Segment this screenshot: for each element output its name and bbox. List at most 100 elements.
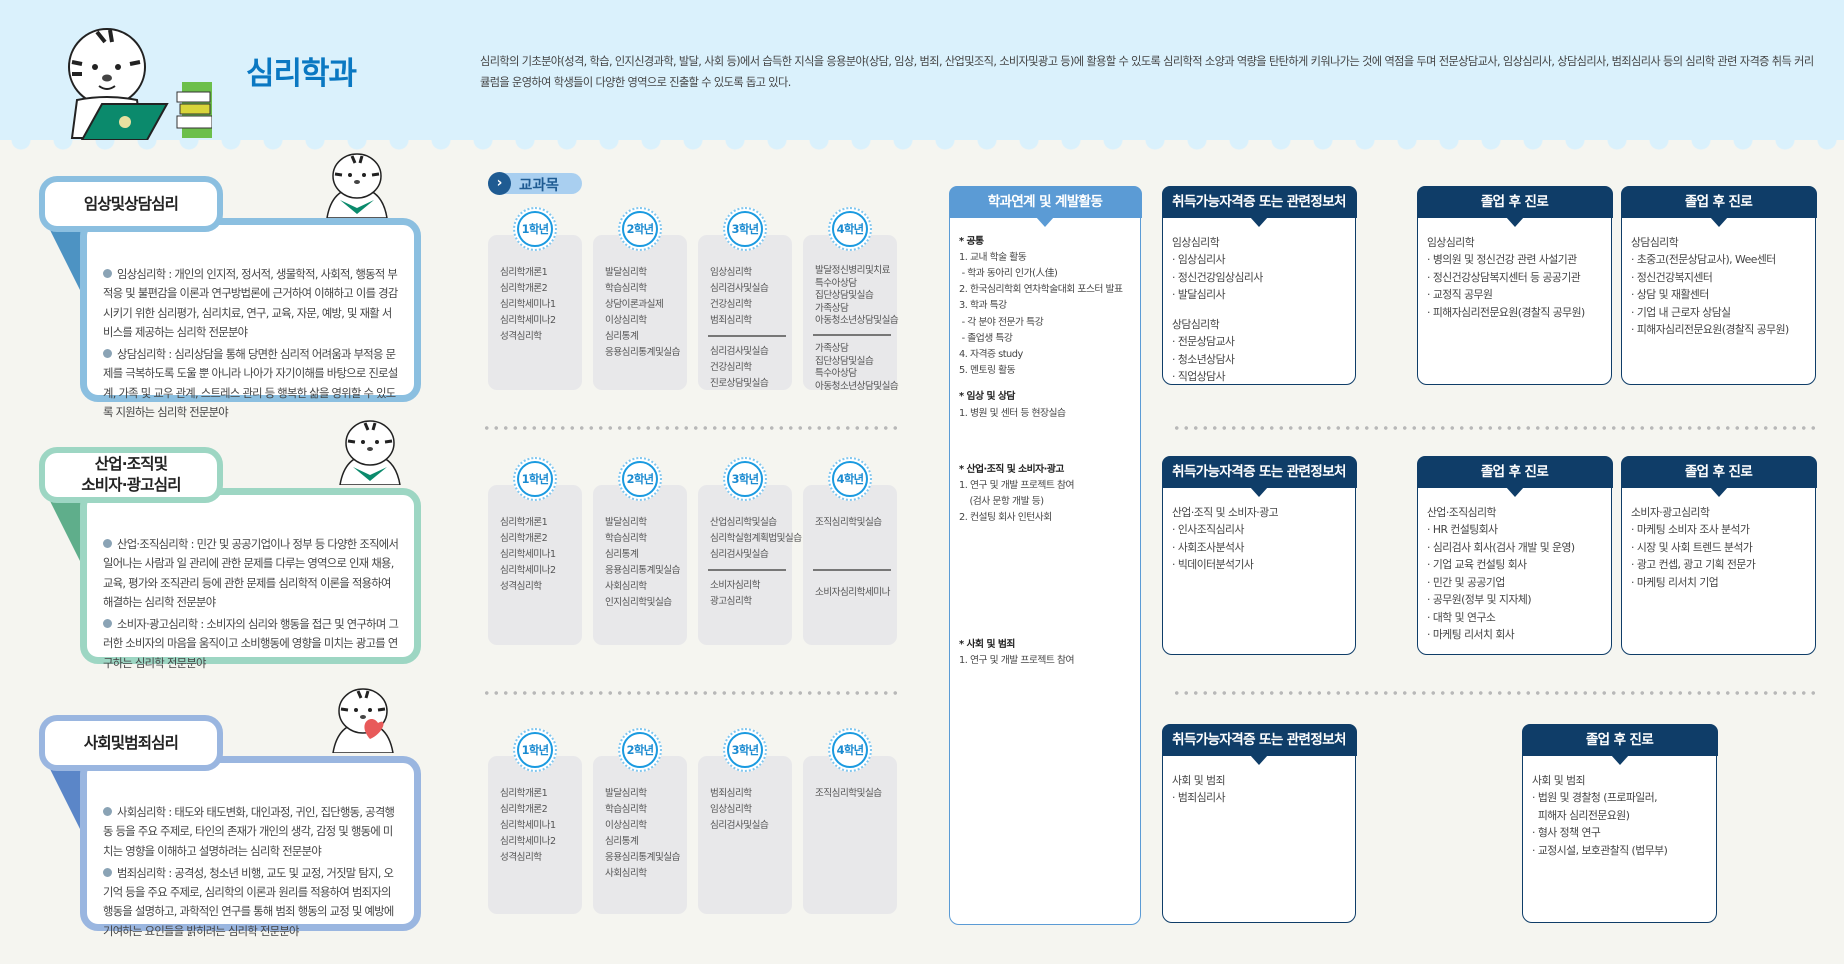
course-item: 가족상담 <box>815 342 849 354</box>
activity-line: (검사 문항 개발 등) <box>959 496 1044 508</box>
subjects-label: 교과목 <box>519 178 560 194</box>
year-course-box: 임상심리학 심리검사및실습 건강심리학 범죄심리학 심리검사및실습 건강심리학 진로상담및실… <box>698 235 792 390</box>
track-description-text: 사회심리학 : 태도와 태도변화, 대인과정, 귀인, 집단행동, 공격행동 등… <box>103 806 395 858</box>
course-item: 가족상담 <box>815 302 849 314</box>
course-item: 아동청소년상담및실습 <box>815 315 899 327</box>
activity-section-heading: * 사회 및 범죄 <box>959 638 1015 650</box>
year-badge: 1학년 <box>513 207 557 251</box>
activity-line: 2. 컨설팅 회사 인턴사회 <box>959 512 1052 524</box>
course-item: 조직심리학및실습 <box>815 788 882 799</box>
course-item: 심리학개론1 <box>500 267 548 278</box>
chevron-right-icon: › <box>488 172 511 195</box>
career-line: · 교정시설, 보호관찰직 (법무부) <box>1532 843 1668 857</box>
bullet-icon <box>103 807 112 816</box>
certificate-line <box>1172 304 1346 316</box>
track-description-box: 산업·조직심리학 : 민간 및 공공기업이나 정부 등 다양한 조직에서 일어나… <box>80 488 421 670</box>
course-item: 범죄심리학 <box>710 788 752 799</box>
career-title: 졸업 후 진로 <box>1416 185 1613 227</box>
career-content: 상담심리학 · 초중고(전문상담교사), Wee센터 · 정신건강복지센터 · 상담 … <box>1622 218 1815 339</box>
career-line: · 정신건강상담복지센터 등 공공기관 <box>1427 270 1581 284</box>
track-title: 임상및상담심리 <box>83 194 179 213</box>
year-badge: 3학년 <box>723 207 767 251</box>
course-item: 발달정신병리및치료 <box>815 265 890 276</box>
year-course-box: 발달심리학 학습심리학 상담이론과실제 이상심리학 심리통계 응용심리통계및실습 <box>593 235 687 390</box>
career-box: 졸업 후 진로 임상심리학 · 병의원 및 정신건강 관련 사설기관 · 정신건강상담… <box>1416 185 1613 385</box>
year-label: 4학년 <box>832 732 868 768</box>
course-item: 범죄심리학 <box>710 315 752 326</box>
career-line: · 기업 교육 컨설팅 회사 <box>1427 558 1527 571</box>
year-label: 2학년 <box>622 211 658 247</box>
year-label: 3학년 <box>727 461 763 497</box>
track-title: 산업·조직및 소비자·광고심리 <box>81 455 181 494</box>
career-title: 졸업 후 진로 <box>1521 723 1718 765</box>
certificate-line: · 정신건강임상심리사 <box>1172 270 1263 284</box>
career-box: 졸업 후 진로 상담심리학 · 초중고(전문상담교사), Wee센터 · 정신건강복지… <box>1620 185 1817 385</box>
course-item: 학습심리학 <box>605 283 647 294</box>
year-course-box: 발달심리학 학습심리학 심리통계 응용심리통계및실습 사회심리학 인지심리학및실습 <box>593 485 687 645</box>
year-badge: 1학년 <box>513 457 557 501</box>
activity-box: 학과연계 및 계발활동 * 공통 1. 교내 학술 활동 - 학과 동아리 인가(… <box>948 185 1142 925</box>
course-item: 발달심리학 <box>605 788 647 799</box>
bullet-icon <box>103 539 112 548</box>
track-description-box: 임상심리학 : 개인의 인지적, 정서적, 생물학적, 사회적, 행동적 부적응… <box>80 218 421 419</box>
certificate-line: · 인사조직심리사 <box>1172 523 1244 536</box>
course-item: 집단상담및실습 <box>815 290 874 302</box>
certificate-line: · 임상심리사 <box>1172 253 1226 266</box>
certificate-title: 취득가능자격증 또는 관련정보처 <box>1161 723 1357 765</box>
track-description-text: 소비자·광고심리학 : 소비자의 심리와 행동을 접근 및 연구하며 그러한 소… <box>103 618 399 670</box>
year-label: 4학년 <box>832 461 868 497</box>
career-line: · 민간 및 공공기업 <box>1427 575 1505 589</box>
course-item: 심리학개론1 <box>500 788 548 799</box>
tiger-pointing-icon <box>339 420 401 485</box>
course-item: 심리학세미나1 <box>500 299 556 310</box>
activity-section-heading: * 공통 <box>959 235 984 247</box>
career-line: · 교정직 공무원 <box>1427 288 1493 301</box>
year-badge: 4학년 <box>828 728 872 772</box>
career-line: · 피해자심리전문요원(경찰직 공무원) <box>1427 305 1585 319</box>
certificate-line: · 직업상담사 <box>1172 370 1226 383</box>
activity-section-heading: * 임상 및 상담 <box>959 391 1015 403</box>
tiger-mascot-laptop-illustration <box>68 28 212 140</box>
certificate-line: 상담심리학 <box>1172 317 1220 331</box>
course-item: 이상심리학 <box>605 820 647 831</box>
track-description-item: 소비자·광고심리학 : 소비자의 심리와 행동을 접근 및 연구하며 그러한 소… <box>103 615 400 673</box>
year-badge: 1학년 <box>513 728 557 772</box>
bullet-icon <box>103 867 112 877</box>
track-description-text: 임상심리학 : 개인의 인지적, 정서적, 생물학적, 사회적, 행동적 부적응… <box>103 268 398 339</box>
activity-line: 1. 연구 및 개발 프로젝트 참여 <box>959 654 1075 666</box>
year-course-box: 범죄심리학 임상심리학 심리검사및실습 <box>698 756 792 914</box>
tiger-thumbs-up-icon <box>326 153 388 218</box>
course-divider <box>708 335 786 337</box>
course-item: 심리학세미나2 <box>500 565 556 576</box>
year-course-box: 발달정신병리및치료 특수아상담 집단상담및실습 가족상담 아동청소년상담및실습 가족상담 집… <box>803 235 899 392</box>
course-divider <box>813 333 891 336</box>
certificate-line: 산업·조직 및 소비자·광고 <box>1172 505 1279 519</box>
year-course-box: 산업심리학및실습 심리학실험계획법및실습 심리검사및실습 소비자심리학 광고심리학 <box>698 485 802 645</box>
year-label: 3학년 <box>727 211 763 247</box>
track-description-item: 상담심리학 : 심리상담을 통해 당면한 심리적 어려움과 부적응 문제를 극복… <box>103 345 400 422</box>
course-item: 심리학개론1 <box>500 517 548 528</box>
course-item: 소비자심리학 <box>710 580 760 591</box>
certificate-content: 사회 및 범죄 · 범죄심리사 <box>1163 756 1355 807</box>
year-label: 1학년 <box>517 461 553 497</box>
course-divider <box>813 569 891 571</box>
career-line: · 정신건강복지센터 <box>1631 270 1713 284</box>
track-description-box: 사회심리학 : 태도와 태도변화, 대인과정, 귀인, 집단행동, 공격행동 등… <box>80 756 421 938</box>
career-line: · 초중고(전문상담교사), Wee센터 <box>1631 253 1776 266</box>
career-line: 상담심리학 <box>1631 235 1679 249</box>
career-content: 임상심리학 · 병의원 및 정신건강 관련 사설기관 · 정신건강상담복지센터 등 … <box>1418 218 1611 322</box>
career-line: · 마케팅 소비자 조사 분석가 <box>1631 523 1750 536</box>
course-item: 심리통계 <box>605 836 639 847</box>
activity-line: 4. 자격증 study <box>959 348 1023 360</box>
track-description-item: 범죄심리학 : 공격성, 청소년 비행, 교도 및 교정, 거짓말 탐지, 오기… <box>103 864 400 941</box>
career-line: · 상담 및 재활센터 <box>1631 288 1709 301</box>
career-line: · HR 컨설팅회사 <box>1427 523 1498 536</box>
course-item: 심리검사및실습 <box>710 283 769 294</box>
year-course-box: 심리학개론1 심리학개론2 심리학세미나1 심리학세미나2 성격심리학 <box>488 756 582 914</box>
course-item: 응용심리통계및실습 <box>605 852 680 863</box>
year-badge: 2학년 <box>618 207 662 251</box>
year-badge: 3학년 <box>723 457 767 501</box>
certificate-line: · 전문상담교사 <box>1172 335 1235 348</box>
track-title: 사회및범죄심리 <box>83 733 179 752</box>
course-item: 이상심리학 <box>605 315 647 326</box>
